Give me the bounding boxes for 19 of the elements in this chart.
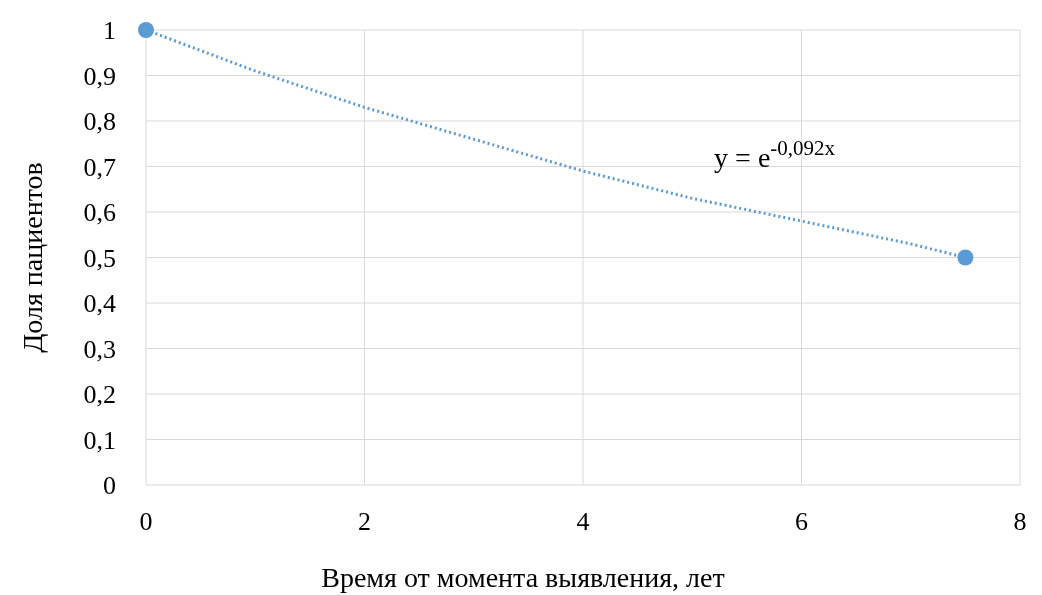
y-tick-label: 0,3 xyxy=(83,334,116,364)
y-tick-label: 0,6 xyxy=(83,198,116,228)
x-tick-label: 4 xyxy=(576,507,590,536)
y-tick-label: 1 xyxy=(103,16,116,46)
x-axis-title: Время от момента выявления, лет xyxy=(321,562,725,593)
y-tick-label: 0,8 xyxy=(83,107,116,137)
annotation: y = e$^{-0,092x}$ xyxy=(714,135,836,173)
y-tick-label: 0,5 xyxy=(83,243,116,273)
y-tick-label: 0,9 xyxy=(83,61,116,91)
y-tick-label: 0,2 xyxy=(83,380,116,410)
x-tick-label: 6 xyxy=(795,507,808,536)
x-tick-label: 2 xyxy=(358,507,371,536)
x-tick-label: 0 xyxy=(139,507,153,536)
y-tick-label: 0,7 xyxy=(83,152,116,182)
y-axis-title: Доля пациентов xyxy=(17,162,48,353)
y-tick-label: 0 xyxy=(103,471,116,501)
y-tick-label: 0,1 xyxy=(83,425,116,455)
y-tick-label: 0,4 xyxy=(83,289,116,319)
x-tick-label: 8 xyxy=(1013,507,1027,536)
